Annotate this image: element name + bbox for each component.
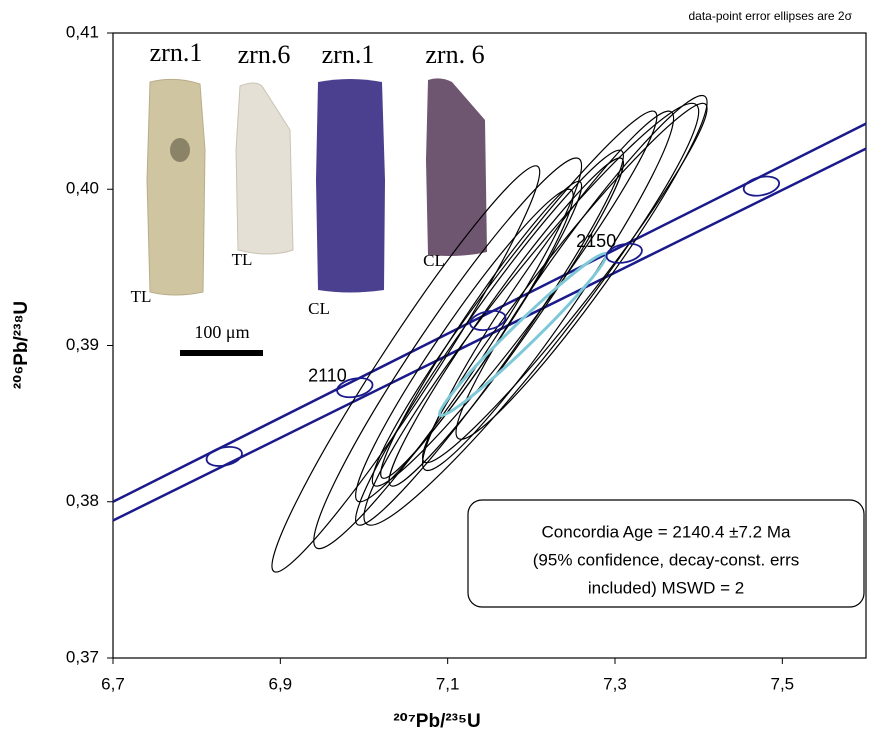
grain-photo	[316, 79, 385, 293]
x-tick-label: 7,5	[771, 674, 795, 693]
x-tick-label: 6,9	[269, 674, 293, 693]
data-ellipse	[271, 165, 541, 573]
result-line: included) MSWD = 2	[588, 578, 744, 597]
grain-inclusion	[170, 138, 190, 162]
grain-name: zrn.1	[322, 40, 375, 69]
scale-bar	[180, 350, 263, 356]
data-ellipse	[355, 149, 624, 526]
annotation: data-point error ellipses are 2σ	[689, 9, 853, 23]
scale-label: 100 μm	[194, 322, 249, 342]
data-ellipse	[388, 157, 624, 487]
grain-photo	[146, 78, 206, 296]
result-box-frame	[467, 499, 865, 608]
result-line: Concordia Age = 2140.4 ±7.2 Ma	[542, 522, 791, 541]
y-tick-label: 0,40	[66, 179, 99, 198]
x-tick-label: 6,7	[101, 674, 125, 693]
age-marker	[605, 242, 643, 264]
grain-mode: TL	[232, 250, 253, 269]
y-tick-label: 0,38	[66, 491, 99, 510]
age-label: 2110	[308, 365, 347, 385]
y-tick-label: 0,41	[66, 22, 99, 41]
result-box: Concordia Age = 2140.4 ±7.2 Ma (95% conf…	[467, 499, 865, 608]
x-axis-label: ²⁰⁷Pb/²³⁵U	[393, 711, 480, 732]
age-label: 2150	[576, 231, 616, 251]
grain-photo	[426, 78, 487, 257]
y-tick-label: 0,39	[66, 335, 99, 354]
inset: zrn.1 zrn.6 zrn.1 zrn. 6 TL TL CL CL 100…	[131, 38, 487, 356]
data-ellipse	[455, 94, 708, 440]
grain-name: zrn. 6	[425, 40, 484, 69]
grain-name: zrn.6	[238, 40, 291, 69]
grain-mode: TL	[131, 287, 152, 306]
x-tick-label: 7,3	[603, 674, 627, 693]
y-axis-label: ²⁰⁶Pb/²³⁸U	[11, 301, 32, 389]
x-tick-label: 7,1	[436, 674, 460, 693]
data-ellipse	[313, 157, 583, 550]
age-marker	[469, 310, 507, 331]
grain-mode: CL	[423, 251, 445, 270]
concordia-line	[112, 122, 867, 503]
age-marker	[336, 377, 374, 399]
data-ellipse	[421, 102, 708, 464]
grain-mode: CL	[308, 299, 330, 318]
grain-name: zrn.1	[150, 38, 203, 67]
result-line: (95% confidence, decay-const. errs	[533, 550, 799, 569]
age-marker	[742, 175, 781, 197]
grain-photo	[235, 82, 294, 255]
age-marker	[205, 445, 243, 467]
y-tick-label: 0,37	[66, 647, 99, 666]
